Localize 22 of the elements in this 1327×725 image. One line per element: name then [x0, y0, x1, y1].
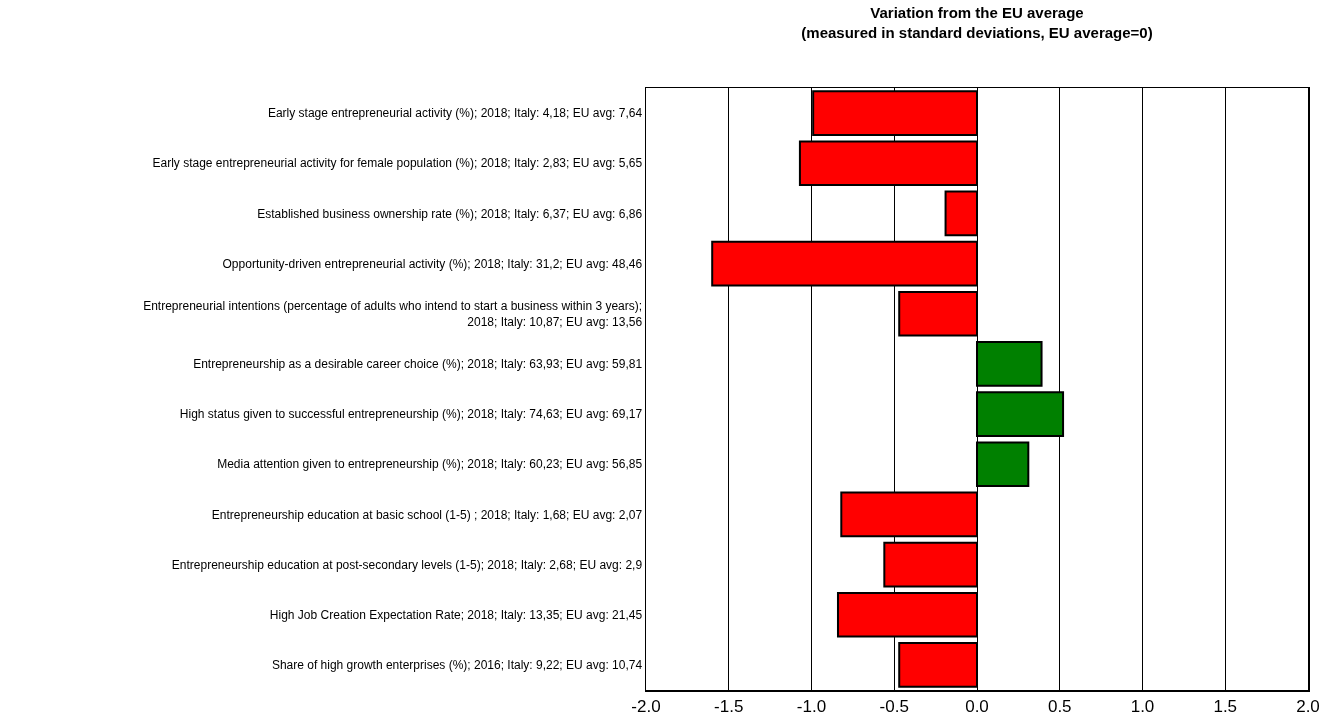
x-tick-label: 2.0	[1296, 696, 1320, 716]
y-tick-label: High status given to successful entrepreneurship (%); 2018; Italy: 74,63; EU avg: 69,17	[179, 407, 643, 422]
y-tick-label: Entrepreneurship education at basic school (1-5) ; 2018; Italy: 1,68; EU avg: 2,07	[211, 507, 643, 522]
x-tick-label: 1.0	[1130, 696, 1155, 716]
x-tick-label: 1.5	[1213, 696, 1238, 716]
chart-title: Variation from the EU average (measured in standard deviations, EU average=0)	[801, 4, 1153, 41]
y-tick-label: Share of high growth enterprises (%); 2016; Italy: 9,22; EU avg: 10,74	[271, 658, 643, 673]
x-tick-label: -0.5	[879, 696, 909, 716]
x-tick-label: -1.5	[714, 696, 744, 716]
y-tick-label: High Job Creation Expectation Rate; 2018; Italy: 13,35; EU avg: 21,45	[269, 607, 643, 622]
y-tick-label: Entrepreneurship education at post-secondary levels (1-5); 2018; Italy: 2,68; EU avg: 2,9	[171, 557, 643, 572]
y-tick-label: Established business ownership rate (%); 2018; Italy: 6,37; EU avg: 6,86	[257, 206, 643, 221]
x-tick-label: 0.5	[1047, 696, 1072, 716]
y-tick-label: Entrepreneurial intentions (percentage of adults who intend to start a business within 3 years); 2018; Italy: 10,87; EU avg: 13,56	[143, 299, 643, 329]
x-tick-label: -2.0	[631, 696, 661, 716]
x-tick-label: 0.0	[965, 696, 989, 716]
y-tick-label: Entrepreneurship as a desirable career choice (%); 2018; Italy: 63,93; EU avg: 59,81	[193, 357, 643, 372]
x-tick-label: -1.0	[796, 696, 827, 716]
y-tick-label: Opportunity-driven entrepreneurial activity (%); 2018; Italy: 31,2; EU avg: 48,46	[222, 256, 643, 271]
y-tick-label: Media attention given to entrepreneurship (%); 2018; Italy: 60,23; EU avg: 56,85	[217, 457, 643, 472]
y-tick-label: Early stage entrepreneurial activity for female population (%); 2018; Italy: 2,83; EU avg: 5,65	[152, 156, 643, 171]
y-tick-label: Early stage entrepreneurial activity (%); 2018; Italy: 4,18; EU avg: 7,64	[267, 106, 643, 121]
